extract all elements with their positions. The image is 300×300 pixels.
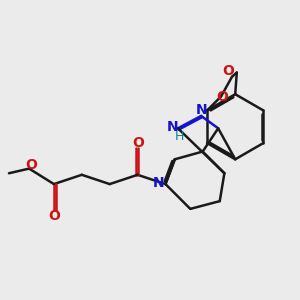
Text: O: O (26, 158, 38, 172)
Text: O: O (217, 89, 229, 103)
Text: H: H (175, 130, 184, 143)
Text: O: O (222, 64, 234, 78)
Text: O: O (132, 136, 144, 150)
Text: N: N (196, 103, 208, 117)
Text: O: O (49, 209, 61, 223)
Text: N: N (153, 176, 164, 190)
Text: N: N (167, 120, 178, 134)
